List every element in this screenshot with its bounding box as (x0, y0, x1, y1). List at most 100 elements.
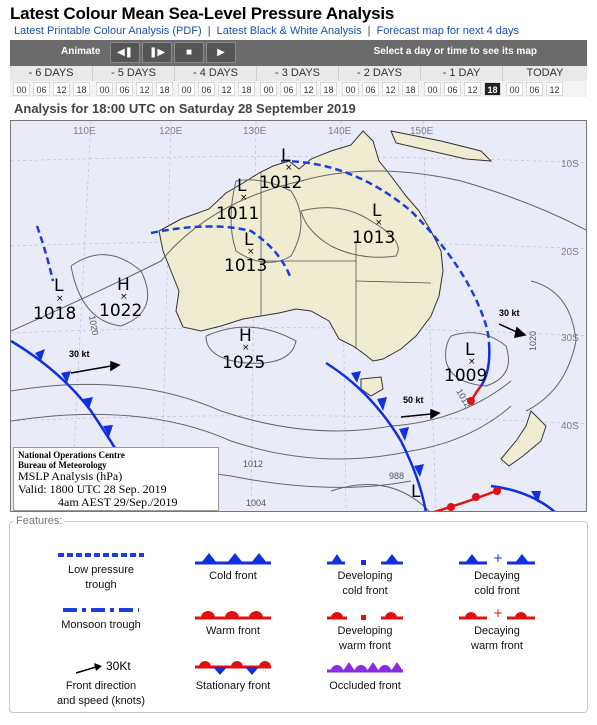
legend-label: Cold front (209, 570, 257, 582)
stop-icon: ■ (185, 47, 193, 58)
hour-selector: 00 06 12 18 00 06 12 18 00 06 12 18 00 06 12 18 00 06 12 18… (10, 81, 587, 97)
link-separator: | (207, 25, 211, 37)
hour-button[interactable]: 18 (156, 82, 173, 96)
pressure-centre-letter: L (237, 176, 247, 196)
pressure-centre-value: 1013 (352, 228, 395, 248)
svg-text:×: × (468, 357, 476, 367)
decaying-cold-front-icon: + (459, 551, 535, 565)
legend-item: 30Kt Front direction and speed (knots) (36, 658, 166, 709)
hour-button[interactable]: 00 (342, 82, 359, 96)
link-separator: | (367, 25, 371, 37)
hour-button[interactable]: 18 (320, 82, 337, 96)
legend-label: Decaying (474, 625, 520, 637)
lon-label: 140E (328, 126, 352, 137)
day-tab[interactable]: - 3 DAYS (257, 66, 339, 81)
link-printable-colour-pdf[interactable]: Latest Printable Colour Analysis (PDF) (14, 25, 202, 37)
svg-text:×: × (247, 247, 255, 257)
hour-button[interactable]: 06 (362, 82, 379, 96)
australia-landmass (158, 130, 444, 362)
svg-text:+: + (493, 606, 503, 620)
legend-item: Low pressure trough (36, 550, 166, 593)
hour-button[interactable]: 00 (178, 82, 195, 96)
hour-button[interactable]: 00 (96, 82, 113, 96)
animation-bar: Animate ◀❚ ❚▶ ■ ▶ Select a day or time t… (10, 40, 587, 66)
step-forward-button[interactable]: ❚▶ (142, 42, 172, 63)
hour-button[interactable]: 06 (33, 82, 50, 96)
legend-label: Front direction (65, 680, 137, 692)
lon-label: 150E (410, 126, 434, 137)
developing-warm-front-icon (327, 612, 403, 620)
legend-label: Monsoon trough (61, 619, 141, 631)
hour-button[interactable]: 06 (444, 82, 461, 96)
legend-label: Developing (337, 570, 393, 582)
features-legend: Features: Low pressure trough Cold front… (9, 515, 588, 713)
isobar-label: 1012 (243, 459, 263, 469)
day-tab[interactable]: - 6 DAYS (10, 66, 93, 81)
wind-speed-label: 50 kt (403, 395, 424, 405)
hour-button[interactable]: 06 (280, 82, 297, 96)
hour-button[interactable]: 18 (238, 82, 255, 96)
play-icon: ▶ (217, 47, 225, 58)
stop-button[interactable]: ■ (174, 42, 204, 63)
pressure-centre-value: 1011 (216, 204, 259, 224)
link-black-white-analysis[interactable]: Latest Black & White Analysis (216, 25, 362, 37)
day-tab[interactable]: - 1 DAY (421, 66, 503, 81)
pressure-centre-letter: L (465, 340, 475, 360)
credit-org: Bureau of Meteorology (18, 460, 107, 470)
hour-button[interactable]: 06 (198, 82, 215, 96)
step-back-icon: ◀❚ (116, 47, 134, 58)
hour-button[interactable]: 12 (300, 82, 317, 96)
new-zealand (500, 410, 547, 467)
features-title: Features: (14, 515, 65, 527)
legend-label: trough (85, 579, 117, 591)
day-tab[interactable]: - 2 DAYS (339, 66, 421, 81)
pressure-centre-value: 1013 (224, 256, 267, 276)
animate-label: Animate (61, 46, 101, 57)
pressure-centre-letter: H (239, 326, 252, 346)
top-links: Latest Printable Colour Analysis (PDF) |… (14, 25, 519, 37)
page-title: Latest Colour Mean Sea-Level Pressure An… (10, 4, 395, 23)
isobar-label: 988 (389, 471, 404, 481)
occluded-front-icon (327, 662, 403, 673)
hour-button[interactable]: 06 (526, 82, 543, 96)
lon-label: 130E (243, 126, 267, 137)
day-tab[interactable]: - 4 DAYS (175, 66, 257, 81)
day-tab[interactable]: - 5 DAYS (93, 66, 175, 81)
legend-label: Decaying (474, 570, 520, 582)
pressure-centre-letter: L (411, 482, 421, 502)
svg-text:×: × (285, 163, 293, 173)
link-forecast-map[interactable]: Forecast map for next 4 days (376, 25, 520, 37)
legend-label: Warm front (206, 625, 260, 637)
svg-text:×: × (242, 343, 250, 353)
hour-button[interactable]: 00 (13, 82, 30, 96)
hour-button[interactable]: 00 (424, 82, 441, 96)
hour-button[interactable]: 00 (260, 82, 277, 96)
pressure-centre-value: 1025 (222, 353, 265, 373)
hour-button[interactable]: 06 (116, 82, 133, 96)
legend-label: cold front (342, 585, 388, 597)
hour-button[interactable]: 18 (73, 82, 90, 96)
lon-label: 110E (73, 126, 96, 137)
legend-item: Stationary front (168, 658, 298, 694)
hour-button[interactable]: 12 (136, 82, 153, 96)
wind-speed-label: 30 kt (499, 308, 520, 318)
legend-item: Occluded front (300, 658, 430, 694)
tasmania (360, 376, 384, 397)
lat-label: 30S (561, 333, 579, 344)
hour-button-selected[interactable]: 18 (484, 82, 501, 96)
hour-button[interactable]: 18 (402, 82, 419, 96)
legend-item: Developing warm front (300, 605, 430, 654)
day-tab-today[interactable]: TODAY (526, 67, 564, 79)
step-back-button[interactable]: ◀❚ (110, 42, 140, 63)
mslp-map: 110E 120E 130E 140E 150E 10S 20S 30S 40S… (10, 120, 587, 512)
legend-label: Occluded front (329, 680, 401, 692)
hour-button[interactable]: 12 (382, 82, 399, 96)
hour-button[interactable]: 00 (506, 82, 523, 96)
hour-button[interactable]: 12 (464, 82, 481, 96)
play-button[interactable]: ▶ (206, 42, 236, 63)
svg-text:×: × (120, 292, 128, 302)
hour-button[interactable]: 12 (546, 82, 563, 96)
hour-button[interactable]: 12 (53, 82, 70, 96)
hour-button[interactable]: 12 (218, 82, 235, 96)
map-credit-box: National Operations Centre Bureau of Met… (13, 447, 219, 511)
